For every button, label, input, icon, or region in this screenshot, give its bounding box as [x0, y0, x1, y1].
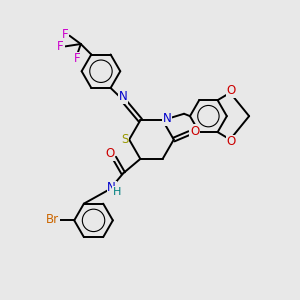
Text: O: O — [190, 125, 199, 138]
Text: S: S — [121, 133, 129, 146]
Text: O: O — [227, 84, 236, 97]
Text: N: N — [163, 112, 172, 125]
Text: F: F — [62, 28, 69, 41]
Text: O: O — [105, 147, 114, 160]
Text: O: O — [227, 135, 236, 148]
Text: F: F — [57, 40, 64, 53]
Text: N: N — [107, 182, 116, 194]
Text: Br: Br — [46, 213, 59, 226]
Text: F: F — [74, 52, 80, 65]
Text: N: N — [118, 90, 127, 103]
Text: H: H — [113, 187, 122, 197]
